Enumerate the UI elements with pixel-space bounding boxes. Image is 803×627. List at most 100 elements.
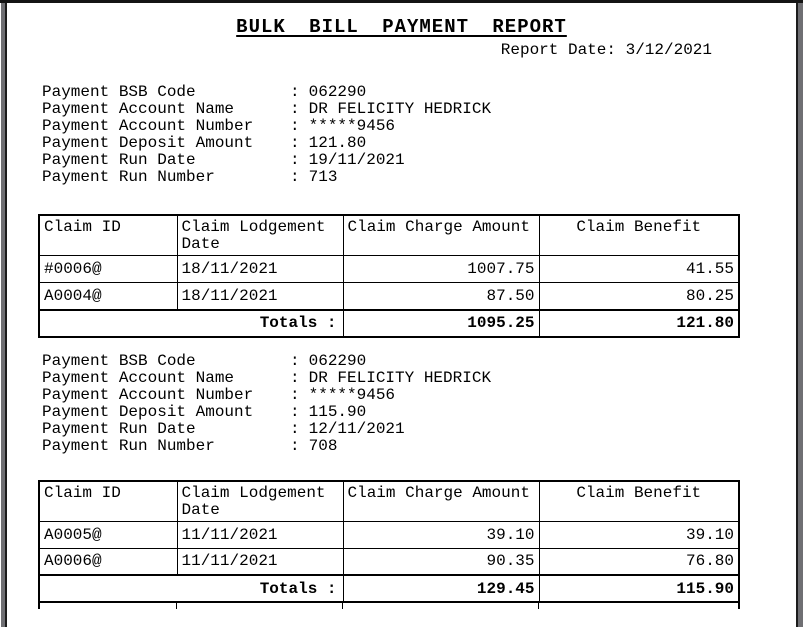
claim-row: #0006@ 18/11/2021 1007.75 41.55	[38, 255, 740, 283]
col-header-claim-benefit: Claim Benefit	[538, 480, 740, 522]
cell-charge-amount: 87.50	[342, 282, 540, 310]
totals-label: Totals :	[38, 308, 344, 337]
payment-run-date-row: Payment Run Date:19/11/2021	[42, 152, 796, 169]
claims-table-1: Claim ID Claim Lodgement Date Claim Char…	[38, 214, 740, 338]
field-value: DR FELICITY HEDRICK	[308, 100, 492, 118]
field-label: Payment Deposit Amount	[42, 134, 254, 152]
field-value: 121.80	[308, 134, 367, 152]
col-header-claim-charge-amount: Claim Charge Amount	[342, 480, 540, 522]
payment-account-number-row: Payment Account Number: *****9456	[42, 118, 796, 135]
report-date: Report Date: 3/12/2021	[500, 41, 712, 59]
field-value: *****9456	[308, 117, 396, 135]
field-separator: :	[290, 419, 300, 438]
field-label: Payment Account Name	[42, 368, 235, 387]
field-separator: :	[290, 83, 300, 101]
field-separator: :	[290, 168, 300, 186]
field-label: Payment Run Date	[42, 419, 196, 438]
claim-row: A0004@ 18/11/2021 87.50 80.25	[38, 282, 740, 310]
cell-benefit: 39.10	[538, 520, 740, 549]
totals-row: Totals : 1095.25 121.80	[38, 308, 740, 337]
page-border-right	[796, 3, 798, 627]
window-edge-top	[0, 0, 803, 3]
col-header-claim-lodgement-date: Claim Lodgement Date	[176, 214, 344, 256]
field-value: 708	[308, 436, 338, 455]
col-header-claim-benefit: Claim Benefit	[538, 214, 740, 256]
payment-account-name-row: Payment Account Name: DR FELICITY HEDRICK	[42, 101, 796, 118]
totals-charge-amount: 1095.25	[342, 308, 540, 337]
field-separator: :	[290, 368, 300, 387]
claims-table-header-row: Claim ID Claim Lodgement Date Claim Char…	[38, 214, 740, 256]
cell-lodgement-date: 18/11/2021	[176, 282, 344, 310]
payment-run-number-row: Payment Run Number:708	[42, 436, 796, 455]
field-label: Payment Account Number	[42, 385, 254, 404]
field-value: 713	[308, 168, 338, 186]
claims-table-2: Claim ID Claim Lodgement Date Claim Char…	[38, 479, 740, 603]
field-value: 062290	[308, 351, 367, 370]
col-header-claim-id: Claim ID	[38, 480, 178, 522]
payment-run-number-row: Payment Run Number:713	[42, 169, 796, 186]
field-separator: :	[290, 402, 300, 421]
field-label: Payment Run Number	[42, 168, 215, 186]
totals-benefit: 121.80	[538, 308, 740, 337]
cell-benefit: 80.25	[538, 282, 740, 310]
field-value: 19/11/2021	[308, 151, 405, 169]
cell-claim-id: #0006@	[38, 255, 178, 283]
window-edge-left	[1, 3, 5, 627]
cell-benefit: 41.55	[538, 255, 740, 283]
field-label: Payment Account Name	[42, 100, 235, 118]
col-header-claim-id: Claim ID	[38, 214, 178, 256]
field-label: Payment Account Number	[42, 117, 254, 135]
payment-bsb-code-row: Payment BSB Code:062290	[42, 84, 796, 101]
field-separator: :	[290, 117, 300, 135]
cell-charge-amount: 39.10	[342, 520, 540, 549]
totals-row: Totals : 129.45 115.90	[38, 574, 740, 603]
field-label: Payment BSB Code	[42, 83, 196, 101]
cell-claim-id: A0004@	[38, 282, 178, 310]
field-separator: :	[290, 100, 300, 118]
payment-account-name-row: Payment Account Name: DR FELICITY HEDRICK	[42, 368, 796, 387]
field-separator: :	[290, 385, 300, 404]
payment-deposit-amount-row: Payment Deposit Amount:121.80	[42, 135, 796, 152]
payment-details-block-1: Payment BSB Code:062290 Payment Account …	[42, 84, 796, 186]
field-value: 12/11/2021	[308, 419, 405, 438]
cell-charge-amount: 90.35	[342, 547, 540, 576]
cell-benefit: 76.80	[538, 547, 740, 576]
field-label: Payment BSB Code	[42, 351, 196, 370]
totals-charge-amount: 129.45	[342, 574, 540, 603]
col-header-claim-charge-amount: Claim Charge Amount	[342, 214, 540, 256]
claims-table-header-row: Claim ID Claim Lodgement Date Claim Char…	[38, 480, 740, 522]
field-value: 115.90	[308, 402, 367, 421]
field-label: Payment Run Date	[42, 151, 196, 169]
cell-claim-id: A0006@	[38, 547, 178, 576]
payment-run-date-row: Payment Run Date:12/11/2021	[42, 419, 796, 438]
claim-row: A0006@ 11/11/2021 90.35 76.80	[38, 547, 740, 576]
totals-label: Totals :	[38, 574, 344, 603]
field-value: DR FELICITY HEDRICK	[308, 368, 492, 387]
field-value: *****9456	[308, 385, 396, 404]
totals-benefit: 115.90	[538, 574, 740, 603]
field-separator: :	[290, 436, 300, 455]
cell-lodgement-date: 11/11/2021	[176, 520, 344, 549]
payment-details-block-2: Payment BSB Code:062290 Payment Account …	[42, 351, 796, 455]
window-edge-right	[798, 3, 803, 627]
payment-account-number-row: Payment Account Number: *****9456	[42, 385, 796, 404]
report-title: BULK BILL PAYMENT REPORT	[236, 16, 567, 38]
field-separator: :	[290, 151, 300, 169]
field-label: Payment Run Number	[42, 436, 215, 455]
field-label: Payment Deposit Amount	[42, 402, 254, 421]
cell-lodgement-date: 11/11/2021	[176, 547, 344, 576]
page-border-left	[5, 3, 7, 627]
cell-charge-amount: 1007.75	[342, 255, 540, 283]
field-value: 062290	[308, 83, 367, 101]
field-separator: :	[290, 134, 300, 152]
cell-claim-id: A0005@	[38, 520, 178, 549]
claim-row: A0005@ 11/11/2021 39.10 39.10	[38, 520, 740, 549]
cell-lodgement-date: 18/11/2021	[176, 255, 344, 283]
payment-deposit-amount-row: Payment Deposit Amount:115.90	[42, 402, 796, 421]
field-separator: :	[290, 351, 300, 370]
payment-bsb-code-row: Payment BSB Code:062290	[42, 351, 796, 370]
table-continuation-stubs	[38, 603, 740, 609]
report-page: BULK BILL PAYMENT REPORT Report Date: 3/…	[7, 3, 796, 627]
col-header-claim-lodgement-date: Claim Lodgement Date	[176, 480, 344, 522]
